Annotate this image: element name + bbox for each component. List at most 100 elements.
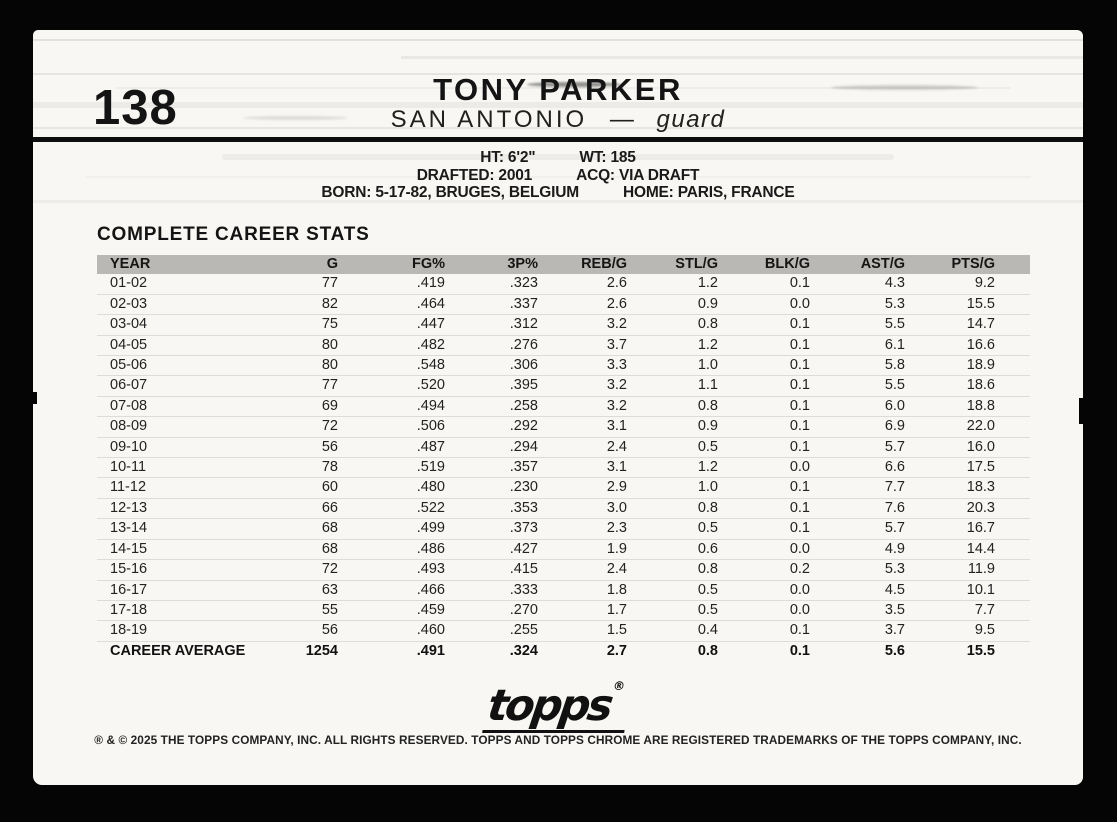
column-header: 3P% xyxy=(445,255,538,275)
stat-cell: 72 xyxy=(247,559,338,581)
stat-cell: .337 xyxy=(445,294,538,316)
stat-cell: 78 xyxy=(247,457,338,479)
stats-table-head: YEAR G FG% 3P% REB/G STL/G BLK/G AST/G PTS/G xyxy=(97,255,1030,275)
stat-cell: 11.9 xyxy=(905,559,995,581)
pad-cell xyxy=(995,641,1030,661)
stat-cell: 0.2 xyxy=(718,559,810,581)
stat-cell: 0.1 xyxy=(789,642,810,659)
season-row: 05-06 80.548.306 3.3 1.0 0.1 5.8 18.9 xyxy=(97,355,1030,377)
stat-cell: 3.2 xyxy=(538,375,627,397)
stat-cell: 4.9 xyxy=(810,539,905,561)
stat-cell: 0.8 xyxy=(627,559,718,581)
stat-cell: 56 xyxy=(247,437,338,459)
stat-cell: 0.1 xyxy=(718,498,810,520)
player-position: guard xyxy=(656,106,726,133)
stat-cell: .427 xyxy=(445,539,538,561)
pad-cell xyxy=(995,457,1030,479)
season-row: 16-17 63.466.333 1.8 0.5 0.0 4.5 10.1 xyxy=(97,580,1030,601)
stat-cell: 0.0 xyxy=(718,539,810,561)
stat-cell: 0.1 xyxy=(718,355,810,377)
stat-cell: .494 xyxy=(338,396,445,418)
stat-cell: .548 xyxy=(338,355,445,377)
pad-cell xyxy=(995,375,1030,397)
stat-cell: 1.1 xyxy=(627,375,718,397)
card-number: 138 xyxy=(93,81,178,135)
stat-cell: 0.1 xyxy=(718,396,810,418)
stat-cell: 0.5 xyxy=(627,437,718,459)
year-cell: 06-07 xyxy=(97,375,247,397)
season-row: 08-09 72.506.292 3.1 0.9 0.1 6.9 22.0 xyxy=(97,416,1030,438)
stat-cell: 5.5 xyxy=(810,314,905,336)
column-header: BLK/G xyxy=(718,255,810,275)
stat-cell: 0.1 xyxy=(718,274,810,295)
stat-cell: 0.1 xyxy=(718,314,810,336)
bio-line-height-weight: HT: 6'2" WT: 185 xyxy=(33,149,1083,167)
stat-cell: 2.7 xyxy=(606,642,627,659)
stat-cell: 0.1 xyxy=(718,375,810,397)
year-cell: 08-09 xyxy=(97,416,247,438)
stat-cell: 18.8 xyxy=(905,396,995,418)
stat-cell: 1.0 xyxy=(627,355,718,377)
pad-cell xyxy=(995,274,1030,295)
brand-logo-block: topps® xyxy=(33,664,1083,733)
bio-line-born-home: BORN: 5-17-82, BRUGES, BELGIUM HOME: PAR… xyxy=(33,184,1083,202)
stat-cell: .447 xyxy=(338,314,445,336)
pad-cell xyxy=(995,437,1030,459)
stat-cell: .353 xyxy=(445,498,538,520)
season-row: 11-12 60.480.230 2.9 1.0 0.1 7.7 18.3 xyxy=(97,477,1030,499)
trading-card-back: 138 TONY PARKER SAN ANTONIO — guard HT: … xyxy=(33,30,1083,785)
pad-cell xyxy=(995,600,1030,622)
year-cell: 15-16 xyxy=(97,559,247,581)
stat-cell: 5.5 xyxy=(810,375,905,397)
stat-cell: 18.3 xyxy=(905,477,995,499)
column-header: PTS/G xyxy=(905,255,995,275)
column-header: YEAR xyxy=(97,255,247,275)
stat-cell: 6.0 xyxy=(810,396,905,418)
year-cell: 10-11 xyxy=(97,457,247,479)
year-cell: 17-18 xyxy=(97,600,247,622)
stat-cell: 20.3 xyxy=(905,498,995,520)
stat-cell: 63 xyxy=(247,580,338,601)
column-header: FG% xyxy=(338,255,445,275)
stat-cell: 0.0 xyxy=(718,600,810,622)
pad-cell xyxy=(995,314,1030,336)
stat-cell: 0.0 xyxy=(718,580,810,601)
stat-cell: 9.5 xyxy=(905,620,995,642)
season-row: 04-05 80.482.276 3.7 1.2 0.1 6.1 16.6 xyxy=(97,335,1030,357)
pad-cell xyxy=(995,396,1030,418)
player-name: TONY PARKER xyxy=(433,72,683,107)
bio-height: HT: 6'2" xyxy=(480,149,536,166)
stat-cell: .459 xyxy=(338,600,445,622)
stat-cell: 0.8 xyxy=(697,642,718,659)
season-row: 07-08 69.494.258 3.2 0.8 0.1 6.0 18.8 xyxy=(97,396,1030,418)
pad-cell xyxy=(995,620,1030,642)
stat-cell: .506 xyxy=(338,416,445,438)
woodgrain-streak xyxy=(400,56,1083,59)
stat-cell: 0.0 xyxy=(718,457,810,479)
stat-cell: 15.5 xyxy=(966,642,995,659)
stat-cell: 4.5 xyxy=(810,580,905,601)
stat-cell: .522 xyxy=(338,498,445,520)
bio-block: HT: 6'2" WT: 185 DRAFTED: 2001 ACQ: VIA … xyxy=(33,149,1083,202)
bio-acquired: ACQ: VIA DRAFT xyxy=(576,166,700,184)
pad-cell xyxy=(995,355,1030,377)
stat-cell: 10.1 xyxy=(905,580,995,601)
stat-cell: 0.1 xyxy=(718,518,810,540)
bio-home: HOME: PARIS, FRANCE xyxy=(622,184,795,201)
stat-cell: 5.6 xyxy=(884,642,905,659)
stat-cell: .357 xyxy=(445,457,538,479)
stat-cell: .482 xyxy=(338,335,445,357)
stat-cell: 5.7 xyxy=(810,518,905,540)
stat-cell: 0.0 xyxy=(718,294,810,316)
stat-cell: .493 xyxy=(338,559,445,581)
stat-cell: .464 xyxy=(338,294,445,316)
season-row: 14-15 68.486.427 1.9 0.6 0.0 4.9 14.4 xyxy=(97,539,1030,561)
team-position-dash: — xyxy=(609,106,634,133)
stat-cell: 3.2 xyxy=(538,396,627,418)
stats-table-container: YEAR G FG% 3P% REB/G STL/G BLK/G AST/G PTS/G 01-… xyxy=(97,255,1030,661)
stat-cell: 1.2 xyxy=(627,335,718,357)
stat-cell: 2.4 xyxy=(538,559,627,581)
stat-cell: 5.8 xyxy=(810,355,905,377)
stat-cell: 14.4 xyxy=(905,539,995,561)
stat-cell: 3.1 xyxy=(538,457,627,479)
